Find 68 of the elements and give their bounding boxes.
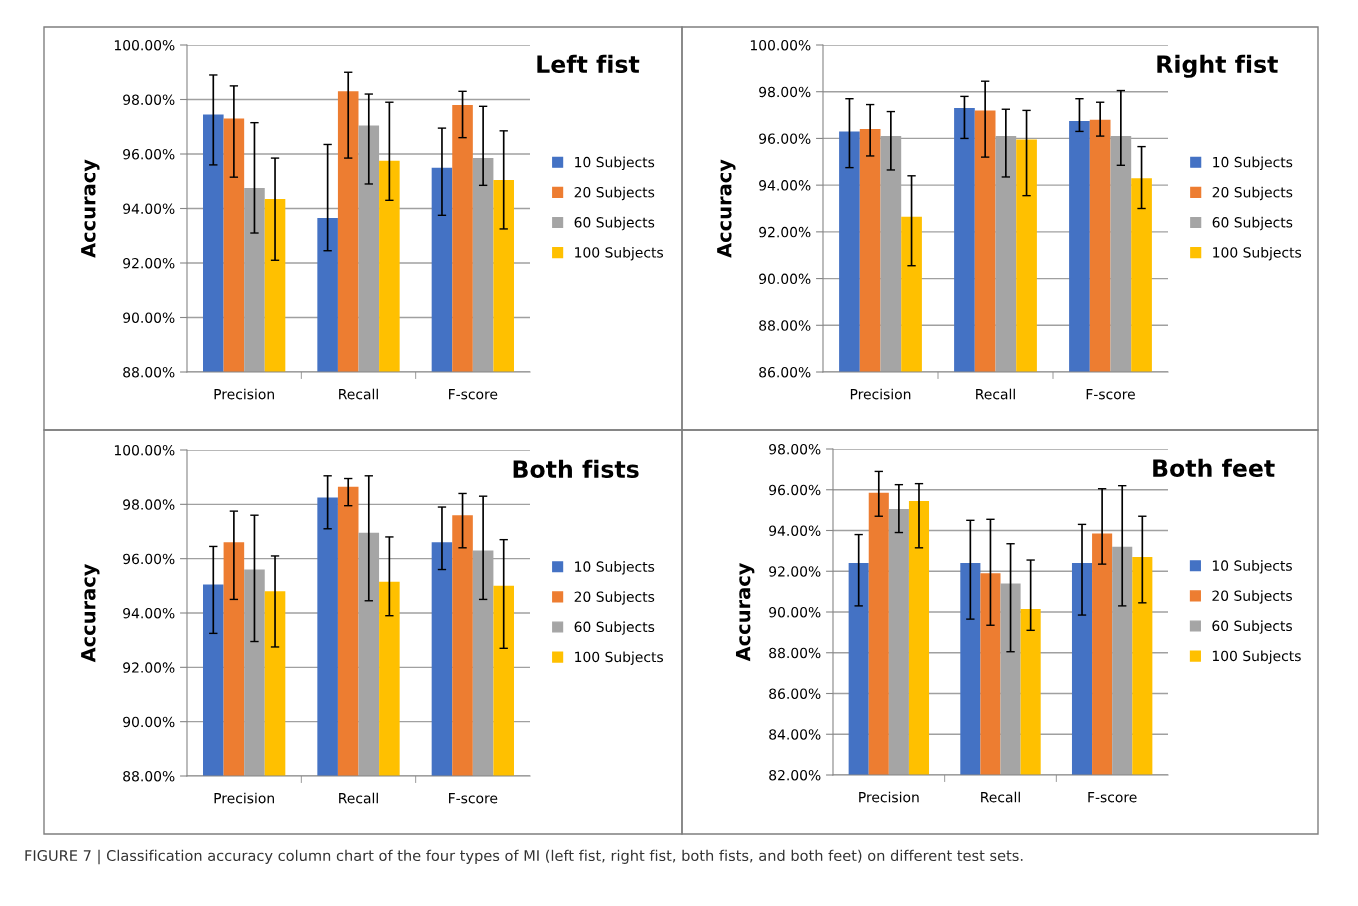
y-tick-label: 100.00%	[750, 39, 811, 51]
x-tick-label: F-score	[1086, 389, 1135, 400]
y-tick-label: 94.00%	[769, 525, 821, 536]
legend-label: 10 Subjects	[575, 561, 655, 575]
legend-label: 20 Subjects	[574, 186, 655, 201]
y-axis-title: Accuracy	[717, 159, 736, 258]
x-tick-label: Precision	[859, 791, 919, 803]
y-tick-label: 88.00%	[769, 647, 821, 659]
legend-label: 100 Subjects	[1212, 650, 1301, 664]
legend-label: 60 Subjects	[1212, 620, 1292, 634]
y-tick-label: 96.00%	[759, 133, 811, 144]
y-tick-label: 98.00%	[759, 86, 811, 98]
legend-label: 60 Subjects	[574, 621, 655, 635]
y-tick-label: 92.00%	[123, 662, 175, 673]
y-tick-label: 92.00%	[769, 566, 821, 577]
y-tick-label: 86.00%	[769, 688, 821, 699]
y-tick-label: 88.00%	[123, 770, 175, 782]
legend-label: 20 Subjects	[574, 591, 655, 605]
x-tick-label: Precision	[214, 792, 274, 804]
y-tick-label: 98.00%	[123, 94, 175, 105]
chart-title: Both feet	[1153, 458, 1275, 478]
y-tick-label: 86.00%	[759, 366, 811, 378]
y-tick-label: 88.00%	[123, 366, 175, 378]
y-tick-label: 90.00%	[123, 716, 175, 728]
x-tick-label: Precision	[214, 388, 274, 400]
y-tick-label: 96.00%	[123, 553, 175, 565]
legend-label: 100 Subjects	[575, 651, 664, 665]
y-tick-label: 100.00%	[114, 39, 175, 51]
y-tick-label: 98.00%	[123, 499, 175, 510]
chart-title: Both fists	[513, 459, 639, 479]
y-tick-label: 90.00%	[123, 312, 175, 323]
legend-label: 60 Subjects	[1212, 216, 1293, 231]
y-tick-label: 94.00%	[123, 203, 175, 214]
x-tick-label: Recall	[339, 792, 378, 804]
legend-label: 100 Subjects	[575, 246, 664, 261]
y-tick-label: 100.00%	[114, 444, 175, 456]
y-tick-label: 92.00%	[759, 226, 811, 238]
x-tick-label: Precision	[850, 388, 911, 400]
legend-label: 20 Subjects	[1212, 186, 1293, 201]
x-tick-label: Recall	[339, 388, 378, 400]
caption: FIGURE 7 | Classification accuracy column chart of the four types of MI (left fist, right fist, both fists, and both feet) on different test sets.	[25, 849, 1023, 865]
y-tick-label: 96.00%	[769, 484, 821, 496]
y-tick-label: 84.00%	[769, 729, 821, 740]
y-tick-label: 90.00%	[769, 606, 821, 618]
legend-label: 100 Subjects	[1213, 246, 1302, 261]
text: Left fist	[537, 54, 640, 74]
text: Right fist	[1157, 54, 1278, 78]
y-axis-title: Accuracy	[81, 563, 100, 663]
legend-label: 10 Subjects	[1213, 156, 1293, 171]
legend-label: 60 Subjects	[574, 216, 655, 231]
legend-label: 20 Subjects	[1212, 590, 1292, 604]
y-tick-label: 90.00%	[759, 273, 811, 285]
legend-label: 10 Subjects	[575, 156, 655, 171]
y-tick-label: 94.00%	[123, 607, 175, 619]
x-tick-label: F-score	[449, 389, 498, 400]
x-tick-label: F-score	[1088, 792, 1137, 803]
y-axis-title: Accuracy	[81, 159, 100, 258]
y-tick-label: 96.00%	[123, 148, 175, 160]
x-tick-label: Recall	[981, 791, 1020, 803]
x-tick-label: Recall	[976, 388, 1015, 400]
y-axis-title: Accuracy	[735, 562, 755, 662]
y-tick-label: 98.00%	[769, 443, 821, 455]
y-tick-label: 82.00%	[769, 769, 821, 781]
y-tick-label: 88.00%	[759, 320, 811, 331]
x-tick-label: F-score	[449, 793, 498, 804]
y-tick-label: 94.00%	[759, 180, 811, 191]
y-tick-label: 92.00%	[123, 257, 175, 269]
legend-label: 10 Subjects	[1212, 560, 1292, 574]
